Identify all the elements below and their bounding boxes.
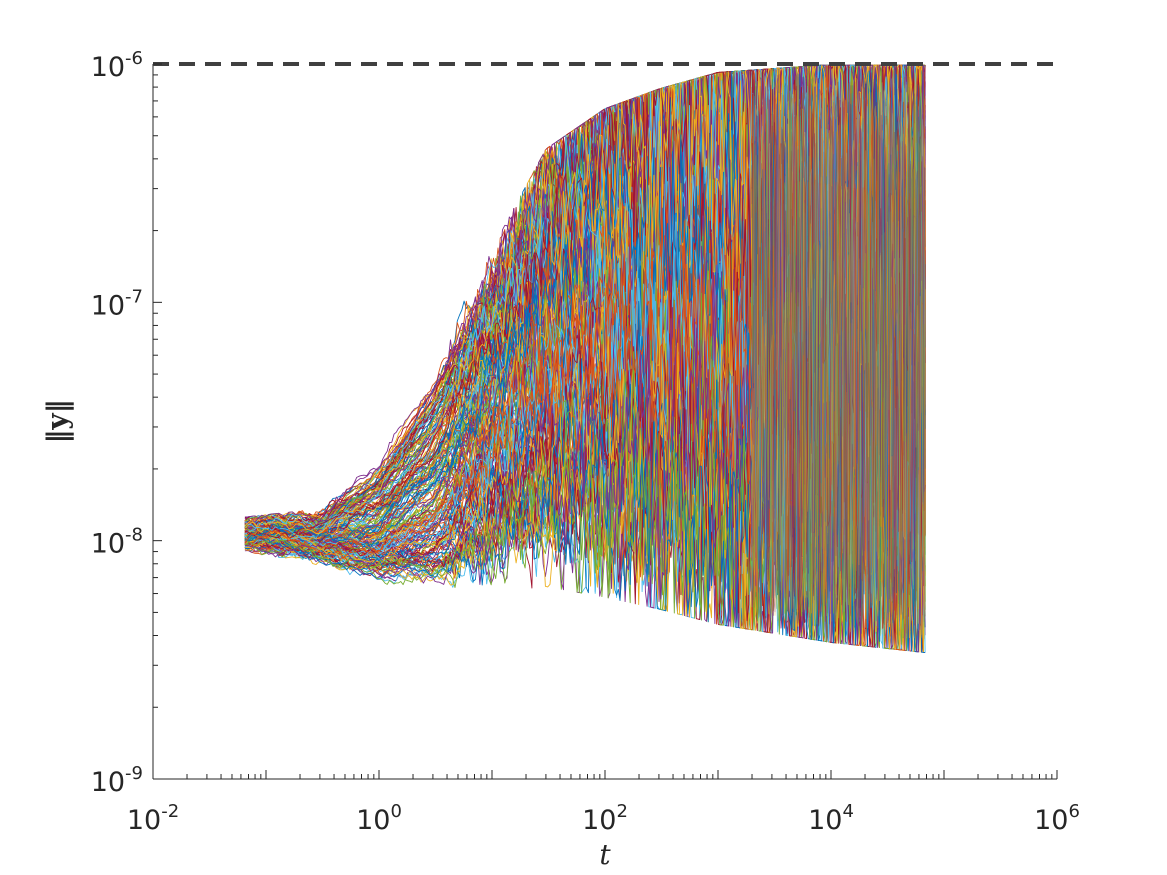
x-tick-label: 104 [808, 801, 854, 836]
x-tick-label: 10-2 [127, 801, 179, 836]
series-line [751, 78, 926, 636]
y-tick-label: 10-9 [91, 763, 143, 798]
y-axis-label: ‖y‖ [41, 399, 74, 443]
series-line [244, 64, 926, 539]
x-tick-label: 100 [356, 801, 402, 836]
series-layer [244, 64, 926, 654]
series-line [244, 64, 926, 534]
y-tick-label: 10-6 [91, 48, 143, 83]
x-tick-label: 106 [1034, 801, 1080, 836]
y-tick-label: 10-7 [91, 286, 143, 321]
series-line [244, 286, 926, 653]
labels-layer: 10-2 100 102 104 106 10-9 10-8 10-7 10-6 t ‖y‖ [41, 48, 1080, 871]
y-tick-label: 10-8 [91, 525, 143, 560]
x-axis-label: t [599, 838, 611, 871]
ticks-layer [152, 63, 1058, 780]
x-tick-label: 102 [582, 801, 628, 836]
